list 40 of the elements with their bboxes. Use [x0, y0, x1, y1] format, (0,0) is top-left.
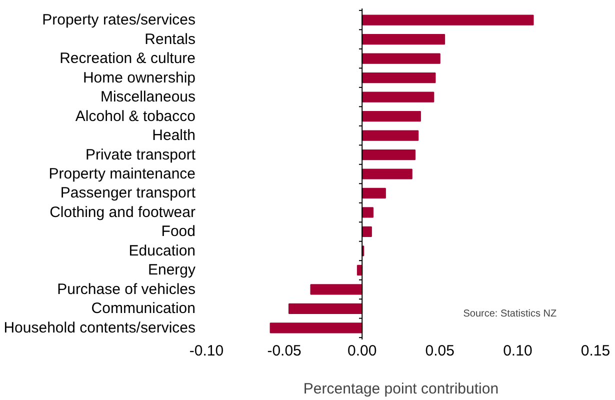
y-tick-label: Household contents/services — [4, 319, 196, 336]
bar — [362, 188, 386, 199]
x-tick-label: -0.05 — [267, 342, 302, 360]
bar — [362, 130, 419, 141]
bar — [362, 226, 372, 238]
x-tick-label: -0.10 — [189, 342, 224, 360]
y-tick-label: Rentals — [144, 30, 196, 48]
x-tick-label: 0.15 — [580, 342, 610, 360]
y-tick-label: Health — [152, 127, 196, 144]
y-tick-label: Passenger transport — [60, 184, 196, 202]
x-tick-label: 0.05 — [425, 342, 455, 360]
y-tick-label: Energy — [148, 262, 196, 279]
x-tick-label: 0.00 — [348, 342, 377, 360]
y-tick-label: Property rates/services — [42, 12, 196, 29]
y-tick-label: Home ownership — [82, 69, 196, 86]
bar — [362, 34, 446, 45]
bar — [270, 322, 363, 334]
x-tick-label: 0.10 — [503, 342, 532, 360]
bar — [310, 284, 363, 295]
y-tick-label: Food — [161, 223, 196, 240]
y-tick-label: Private transport — [85, 146, 196, 164]
bar — [362, 168, 412, 180]
annotation: Source: Statistics NZ — [463, 308, 557, 320]
x-axis-title: Percentage point contribution — [303, 380, 499, 398]
y-tick-label: Recreation & culture — [60, 50, 196, 68]
bar — [362, 110, 421, 122]
bar — [362, 92, 434, 102]
y-tick-label: Miscellaneous — [100, 88, 196, 106]
bar — [362, 14, 534, 26]
y-tick-label: Clothing and footwear — [50, 204, 196, 221]
bar — [362, 72, 436, 84]
bar — [288, 303, 363, 314]
bar — [362, 207, 374, 218]
y-tick-label: Communication — [91, 300, 196, 318]
y-tick-label: Property maintenance — [48, 166, 196, 182]
y-tick-label: Alcohol & tobacco — [75, 108, 196, 125]
bar — [362, 149, 416, 160]
y-tick-label: Education — [128, 242, 196, 260]
bar — [362, 53, 440, 64]
y-tick-label: Purchase of vehicles — [57, 280, 196, 298]
